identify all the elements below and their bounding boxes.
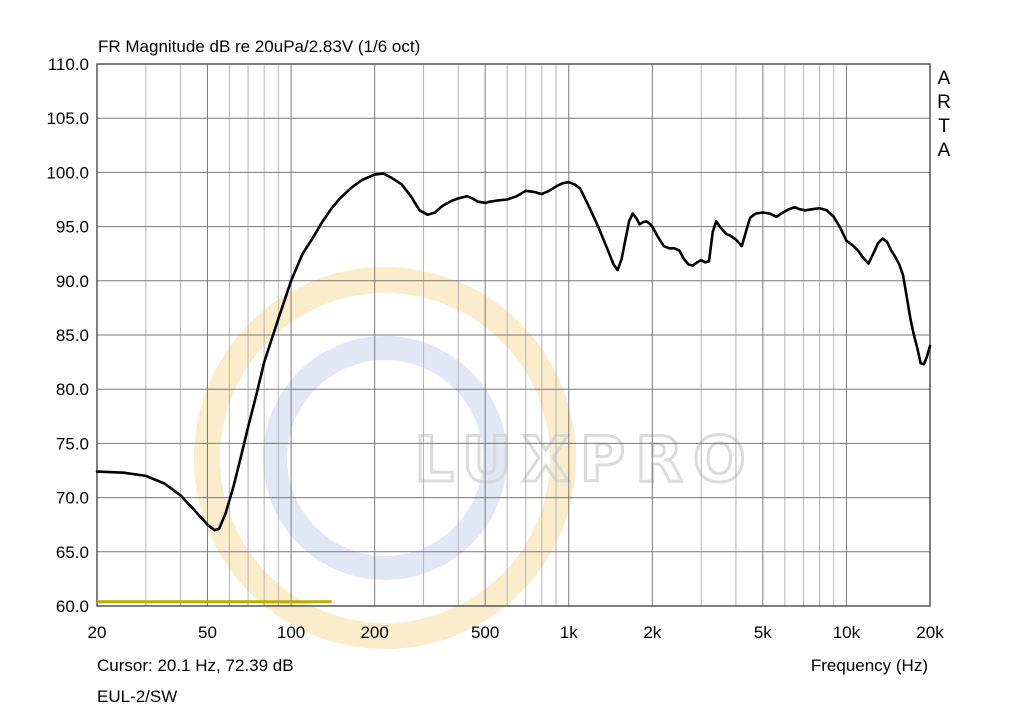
x-tick-label: 2k <box>643 623 661 642</box>
y-tick-label: 95.0 <box>56 218 89 237</box>
arta-letter: A <box>938 68 951 89</box>
y-tick-label: 100.0 <box>46 163 89 182</box>
y-tick-label: 75.0 <box>56 434 89 453</box>
arta-letter: A <box>938 140 951 161</box>
arta-letter: T <box>938 116 950 137</box>
chart-title: FR Magnitude dB re 20uPa/2.83V (1/6 oct) <box>98 37 420 56</box>
cursor-readout: Cursor: 20.1 Hz, 72.39 dB <box>97 656 294 675</box>
y-tick-label: 85.0 <box>56 326 89 345</box>
x-tick-label: 200 <box>360 623 388 642</box>
arta-letter: R <box>937 92 951 113</box>
y-tick-label: 110.0 <box>48 55 89 74</box>
x-tick-label: 20 <box>88 623 107 642</box>
y-tick-label: 90.0 <box>56 272 89 291</box>
watermark-logo: LUXPRO <box>194 267 755 649</box>
watermark-ring-blue <box>263 336 507 580</box>
x-tick-label: 1k <box>560 623 578 642</box>
y-tick-label: 80.0 <box>56 380 89 399</box>
x-axis-label: Frequency (Hz) <box>811 656 928 675</box>
y-tick-label: 105.0 <box>46 109 89 128</box>
x-tick-label: 5k <box>754 623 772 642</box>
y-axis-tick-labels: 110.0 105.0 100.0 95.0 90.0 85.0 80.0 75.0 70.0 6… <box>46 55 89 616</box>
model-label: EUL-2/SW <box>97 687 177 706</box>
x-tick-label: 500 <box>471 623 499 642</box>
y-tick-label: 60.0 <box>56 597 89 616</box>
frequency-response-curve <box>95 172 932 532</box>
y-tick-label: 65.0 <box>56 543 89 562</box>
major-grid <box>97 64 930 606</box>
x-tick-label: 50 <box>198 623 217 642</box>
plot-area-border <box>96 63 931 607</box>
x-tick-label: 100 <box>277 623 305 642</box>
x-axis-tick-labels: 20 50 100 200 500 1k 2k 5k 10k 20k <box>88 623 945 642</box>
y-tick-label: 70.0 <box>56 489 89 508</box>
x-tick-label: 10k <box>833 623 861 642</box>
watermark-text: LUXPRO <box>414 423 755 496</box>
x-tick-label: 20k <box>916 623 944 642</box>
